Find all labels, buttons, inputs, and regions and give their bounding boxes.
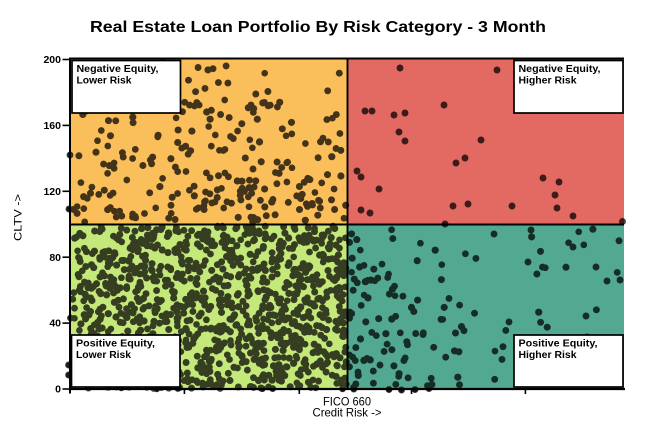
- svg-text:Real Estate Loan Portfolio By: Real Estate Loan Portfolio By Risk Categ…: [90, 19, 546, 36]
- svg-text:Positive Equity,: Positive Equity,: [519, 339, 598, 350]
- svg-text:Lower Risk: Lower Risk: [77, 76, 132, 87]
- svg-text:Higher Risk: Higher Risk: [519, 350, 577, 361]
- svg-text:Higher Risk: Higher Risk: [519, 76, 577, 87]
- svg-text:FICO 660: FICO 660: [323, 395, 371, 409]
- svg-text:160: 160: [43, 120, 61, 132]
- svg-text:Credit Risk ->: Credit Risk ->: [313, 406, 382, 420]
- svg-text:Positive Equity,: Positive Equity,: [76, 339, 155, 350]
- svg-text:120: 120: [43, 186, 61, 198]
- svg-text:40: 40: [49, 318, 61, 330]
- svg-text:Negative Equity,: Negative Equity,: [519, 64, 601, 75]
- svg-text:80: 80: [49, 252, 61, 264]
- svg-text:CLTV ->: CLTV ->: [13, 194, 25, 241]
- svg-text:200: 200: [43, 54, 61, 66]
- svg-text:Negative Equity,: Negative Equity,: [77, 64, 159, 75]
- svg-text:0: 0: [55, 384, 61, 396]
- svg-text:Lower Risk: Lower Risk: [76, 350, 131, 361]
